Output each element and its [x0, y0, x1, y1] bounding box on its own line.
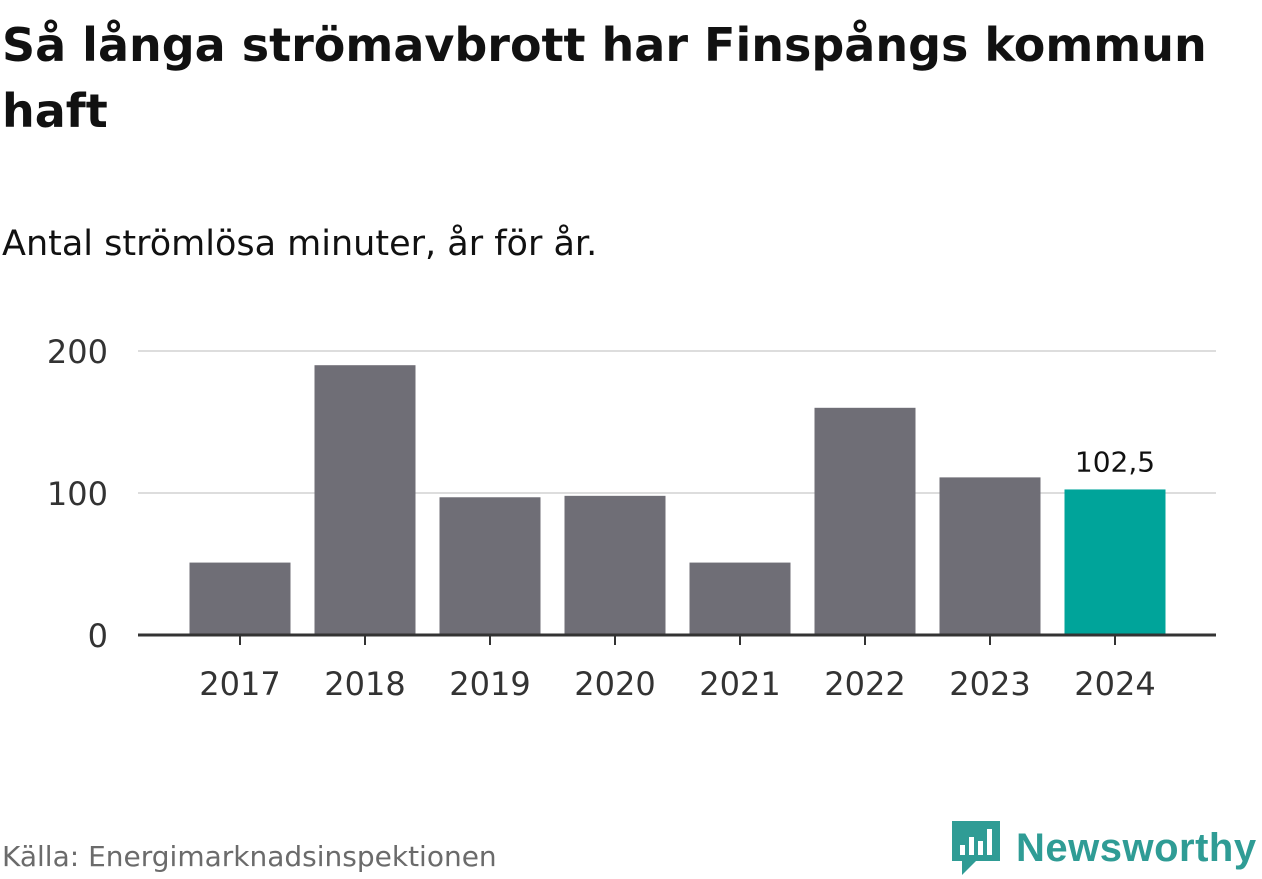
y-tick-label: 0 — [88, 617, 108, 655]
x-tick-label: 2023 — [949, 665, 1030, 703]
x-tick-label: 2018 — [324, 665, 405, 703]
bar — [1064, 489, 1166, 635]
chart-title: Så långa strömavbrott har Finspångs komm… — [2, 18, 1207, 138]
x-tick-label: 2017 — [199, 665, 280, 703]
y-tick-label: 200 — [47, 333, 108, 371]
x-tick-label: 2020 — [574, 665, 655, 703]
data-label: 102,5 — [1075, 445, 1155, 478]
bar — [564, 495, 666, 635]
bar-chart: 0 100 200 2017 2018 2019 2020 2021 2022 2023 2024 1… — [47, 333, 1216, 703]
bar — [439, 497, 541, 635]
bar — [314, 365, 416, 635]
chart-subtitle: Antal strömlösa minuter, år för år. — [2, 224, 598, 264]
bar — [689, 562, 791, 635]
brand-name: Newsworthy — [1016, 825, 1257, 870]
x-tick-label: 2021 — [699, 665, 780, 703]
x-tick-label: 2024 — [1074, 665, 1155, 703]
x-tick-label: 2022 — [824, 665, 905, 703]
brand-logo: Newsworthy — [950, 818, 1257, 878]
bar — [189, 562, 291, 635]
newsworthy-chart-icon — [952, 821, 1000, 875]
bar — [939, 477, 1041, 635]
bar — [814, 407, 916, 635]
x-tick-label: 2019 — [449, 665, 530, 703]
y-tick-label: 100 — [47, 475, 108, 513]
source-note: Källa: Energimarknadsinspektionen — [2, 840, 497, 873]
